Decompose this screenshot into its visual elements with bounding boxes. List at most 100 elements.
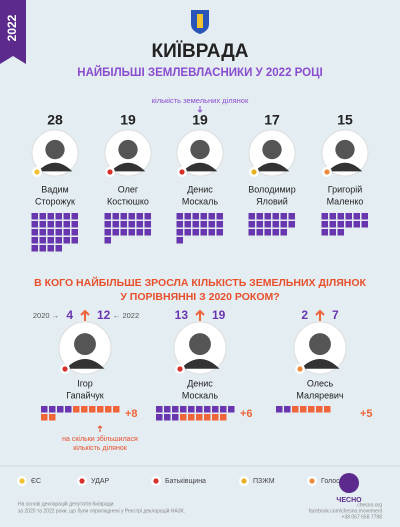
square (71, 221, 78, 228)
square (208, 221, 215, 228)
count: 15 (337, 112, 353, 128)
name: Маляревич (296, 390, 344, 400)
to: 12 (97, 308, 111, 322)
square (71, 229, 78, 236)
square (55, 229, 62, 236)
square (73, 406, 80, 413)
source: за 2020 та 2022 роки, що були оприлюднен… (18, 507, 185, 514)
square (136, 229, 143, 236)
squares (292, 406, 331, 413)
squares (176, 213, 223, 244)
square (104, 221, 111, 228)
name: Володимир (248, 184, 295, 194)
squares (104, 213, 151, 244)
to-label: ← 2022 (113, 311, 139, 320)
square (31, 237, 38, 244)
squares (321, 213, 368, 236)
photo (37, 162, 73, 172)
square (31, 229, 38, 236)
square (71, 213, 78, 220)
from: 2 (301, 308, 308, 322)
squares (276, 406, 291, 413)
count: 17 (264, 112, 280, 128)
square (164, 406, 171, 413)
square (39, 221, 46, 228)
square (264, 221, 271, 228)
square (128, 213, 135, 220)
name: Костюшко (107, 196, 149, 206)
square (49, 414, 56, 421)
square (216, 213, 223, 220)
square (337, 213, 344, 220)
square (248, 221, 255, 228)
square (184, 229, 191, 236)
square (228, 406, 235, 413)
square (104, 213, 111, 220)
square (272, 221, 279, 228)
square (39, 237, 46, 244)
increase: +6 (240, 408, 253, 420)
arrow (197, 106, 203, 113)
name: Сторожук (35, 196, 75, 206)
square (176, 237, 183, 244)
square (321, 221, 328, 228)
photo (300, 359, 340, 369)
square (112, 229, 119, 236)
square (144, 213, 151, 220)
square (97, 406, 104, 413)
logo-icon (339, 473, 359, 493)
squares (180, 414, 227, 421)
square (337, 221, 344, 228)
square (288, 221, 295, 228)
square (280, 229, 287, 236)
square (136, 221, 143, 228)
square (180, 406, 187, 413)
square (156, 406, 163, 413)
photo (327, 162, 363, 172)
square (256, 229, 263, 236)
square (321, 229, 328, 236)
square (321, 213, 328, 220)
squares (41, 406, 120, 421)
square (31, 245, 38, 252)
square (353, 221, 360, 228)
square (256, 221, 263, 228)
square (212, 414, 219, 421)
squares (156, 406, 235, 421)
to: 19 (212, 308, 226, 322)
photo (182, 162, 218, 172)
photo (190, 139, 210, 160)
party-icon (19, 478, 25, 484)
square (128, 221, 135, 228)
square (47, 245, 54, 252)
square (208, 229, 215, 236)
square (136, 213, 143, 220)
square (329, 221, 336, 228)
square (192, 213, 199, 220)
contact: chesno.org (357, 502, 382, 508)
square (47, 221, 54, 228)
square (288, 213, 295, 220)
coat-of-arms (191, 10, 209, 34)
square (184, 213, 191, 220)
photo (335, 139, 355, 160)
square (63, 237, 70, 244)
square (31, 213, 38, 220)
legend-label: ПЗЖМ (253, 478, 275, 485)
square (120, 213, 127, 220)
square (264, 213, 271, 220)
square (329, 229, 336, 236)
square (39, 245, 46, 252)
square (345, 221, 352, 228)
square (280, 221, 287, 228)
count: 19 (120, 112, 136, 128)
photo (74, 333, 96, 356)
square (196, 406, 203, 413)
photo (45, 139, 65, 160)
increase: +8 (125, 408, 138, 420)
growth-title: У ПОРІВНЯННІ З 2020 РОКОМ? (120, 291, 279, 303)
square (112, 213, 119, 220)
square (248, 229, 255, 236)
square (65, 406, 72, 413)
party-icon (309, 478, 315, 484)
